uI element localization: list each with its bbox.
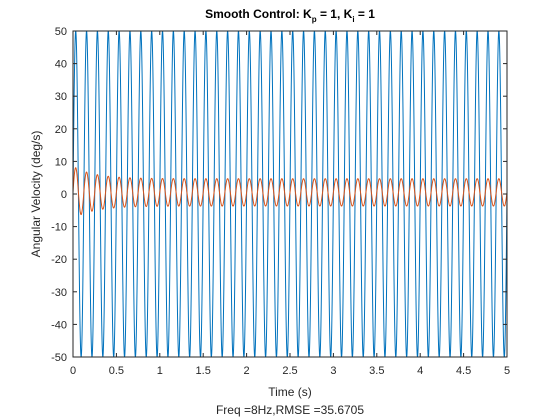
x-tick-label: 2 xyxy=(244,365,250,377)
title-suffix: = 1 xyxy=(355,7,376,21)
figure-caption: Freq =8Hz,RMSE =35.6705 xyxy=(216,403,364,417)
title-middle: = 1, K xyxy=(317,7,353,21)
x-tick-label: 1.5 xyxy=(196,365,211,377)
title-subscript-p: p xyxy=(312,15,317,24)
y-tick-label: -40 xyxy=(51,319,67,331)
x-tick-label: 0.5 xyxy=(109,365,124,377)
x-tick-label: 4 xyxy=(417,365,423,377)
y-tick-label: -30 xyxy=(51,287,67,299)
y-tick-label: 10 xyxy=(55,156,67,168)
y-tick-label: 50 xyxy=(55,26,67,38)
y-tick-label: -10 xyxy=(51,222,67,234)
x-axis-label: Time (s) xyxy=(268,385,312,399)
series-layer xyxy=(73,31,507,357)
title-prefix: Smooth Control: K xyxy=(205,7,312,21)
x-tick-label: 2.5 xyxy=(282,365,297,377)
series-line-2 xyxy=(73,167,507,216)
x-tick-label: 3.5 xyxy=(369,365,384,377)
y-tick-label: 30 xyxy=(55,91,67,103)
y-tick-label: -20 xyxy=(51,254,67,266)
y-tick-label: -50 xyxy=(51,352,67,364)
y-tick-label: 40 xyxy=(55,59,67,71)
title-subscript-i: i xyxy=(352,15,354,24)
y-axis-label: Angular Velocity (deg/s) xyxy=(29,131,43,258)
x-tick-label: 3 xyxy=(330,365,336,377)
chart-title: Smooth Control: Kp = 1, Ki = 1 xyxy=(205,7,375,24)
x-tick-label: 4.5 xyxy=(456,365,471,377)
x-tick-label: 5 xyxy=(504,365,510,377)
axes-layer: 0 0.5 1 1.5 2 2.5 3 3.5 4 4.5 5 -50 -40 -30 -20 -10 0 10 2… xyxy=(51,26,510,377)
x-tick-label: 1 xyxy=(157,365,163,377)
y-tick-label: 0 xyxy=(61,189,67,201)
x-tick-label: 0 xyxy=(70,365,76,377)
y-tick-label: 20 xyxy=(55,124,67,136)
